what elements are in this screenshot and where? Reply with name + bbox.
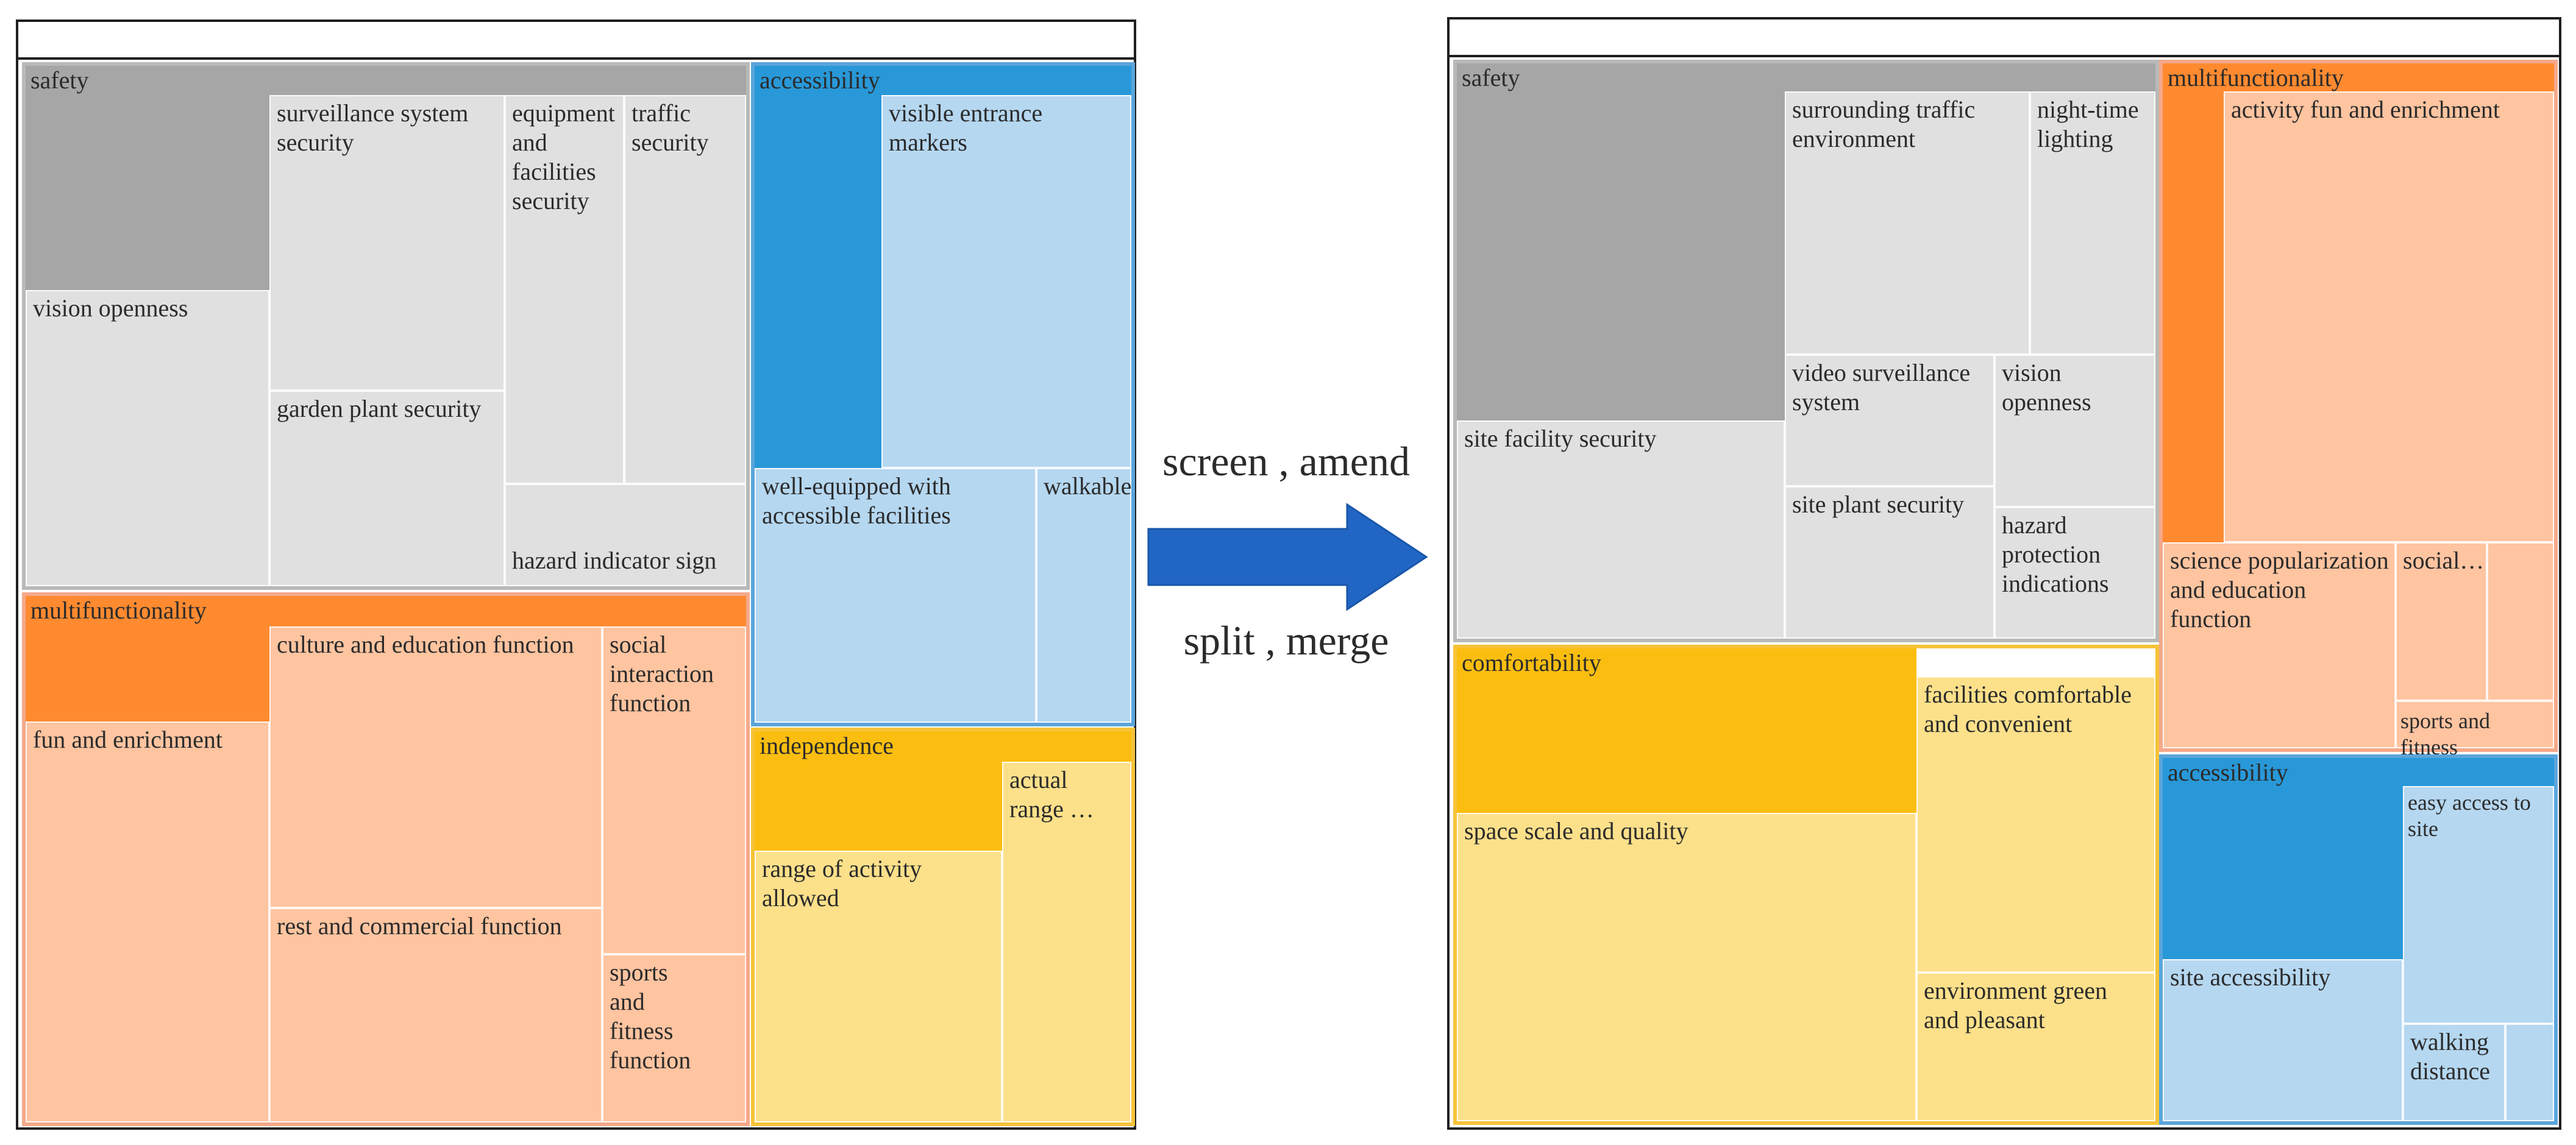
left-multifunctionality-header-block	[26, 596, 269, 721]
right-cell-night-time-lighting: night-time lighting	[2030, 91, 2155, 355]
right-group-safety: safety site facility security surroundin…	[1453, 60, 2159, 642]
left-cell-visible-entrance-markers: visible entrance markers	[881, 95, 1131, 468]
right-panel-title-bar	[1450, 19, 2559, 57]
right-cell-walking-distance: walking distance	[2403, 1024, 2505, 1121]
right-comfortability-header	[1457, 648, 1916, 813]
left-cell-fun-and-enrichment: fun and enrichment	[26, 721, 269, 1122]
transform-bottom-text: split , merge	[1183, 617, 1389, 664]
left-cell-hazard-indicator-sign: hazard indicator sign	[505, 484, 746, 586]
right-group-comfortability: comfortability space scale and quality f…	[1453, 645, 2159, 1125]
transform-top-text: screen , amend	[1162, 438, 1410, 484]
right-safety-header-block	[1457, 63, 1785, 420]
right-cell-surrounding-traffic: surrounding traffic environment	[1785, 91, 2030, 355]
right-cell-hazard-protection: hazard protection indications	[1994, 507, 2155, 639]
left-group-accessibility: accessibility visible entrance markers w…	[751, 62, 1135, 726]
left-cell-culture-and-education: culture and education function	[269, 626, 602, 908]
left-cell-surveillance-system-security: surveillance system security	[269, 95, 505, 391]
left-cell-social-interaction: social interaction function	[602, 626, 746, 954]
left-cell-actual-range: actual range …	[1002, 762, 1131, 1122]
right-accessibility-header-block	[2163, 758, 2403, 959]
right-treemap-panel: safety site facility security surroundin…	[1447, 17, 2561, 1130]
right-cell-video-surveillance: video surveillance system	[1785, 355, 1994, 486]
right-safety-label: safety	[1462, 64, 1520, 91]
right-multifunctionality-header-block	[2163, 63, 2224, 542]
right-cell-activity-fun: activity fun and enrichment	[2224, 91, 2554, 542]
left-cell-sports-and-fitness: sports and fitness function	[602, 954, 746, 1122]
right-cell-science-popularization: science popularization and education fun…	[2163, 542, 2396, 748]
left-cell-range-of-activity: range of activity allowed	[755, 851, 1002, 1122]
left-treemap-panel: safety vision openness surveillance syst…	[16, 19, 1136, 1130]
left-independence-label: independence	[760, 732, 894, 759]
right-cell-sports-and-fitness: sports and fitness	[2396, 701, 2554, 759]
left-cell-traffic-security: traffic security	[624, 95, 746, 484]
right-cell-site-plant-security: site plant security	[1785, 486, 1994, 639]
left-cell-garden-plant-security: garden plant security	[269, 391, 505, 586]
right-arrow-icon	[1147, 503, 1428, 611]
left-group-independence: independence range of activity allowed a…	[751, 728, 1135, 1126]
left-cell-vision-openness: vision openness	[26, 290, 269, 586]
left-group-safety: safety vision openness surveillance syst…	[22, 62, 750, 590]
left-safety-label: safety	[30, 66, 89, 94]
left-accessibility-label: accessibility	[760, 66, 880, 94]
left-cell-walkable: walkable	[1036, 468, 1131, 723]
right-cell-site-facility-security: site facility security	[1457, 420, 1785, 639]
right-cell-space-scale: space scale and quality	[1457, 813, 1916, 1121]
right-cell-social: social…	[2396, 542, 2487, 701]
right-cell-site-accessibility: site accessibility	[2163, 959, 2403, 1121]
left-accessibility-header-block	[755, 66, 881, 468]
left-multifunctionality-label: multifunctionality	[30, 597, 207, 624]
left-independence-header-block	[755, 731, 1002, 851]
right-group-multifunctionality: multifunctionality activity fun and enri…	[2159, 60, 2558, 759]
left-cell-equipment-facilities-security: equipment and facilities security	[505, 95, 624, 484]
right-cell-unlabeled-tiny	[2505, 1024, 2554, 1121]
left-safety-header-block	[26, 66, 269, 290]
right-multifunctionality-header	[2163, 63, 2554, 91]
left-cell-well-equipped: well-equipped with accessible facilities	[755, 468, 1036, 723]
right-comfortability-label: comfortability	[1462, 649, 1601, 676]
right-cell-easy-access: easy access to site	[2403, 786, 2554, 1024]
right-cell-environment-green: environment green and pleasant	[1916, 973, 2155, 1121]
right-multifunctionality-label: multifunctionality	[2168, 64, 2344, 91]
right-accessibility-label: accessibility	[2168, 759, 2288, 786]
right-cell-facilities-comfortable: facilities comfortable and convenient	[1916, 676, 2155, 973]
left-panel-title-bar	[18, 22, 1134, 60]
right-cell-vision-openness: vision openness	[1994, 355, 2155, 507]
right-cell-unlabeled-small	[2487, 542, 2554, 701]
left-group-multifunctionality: multifunctionality fun and enrichment cu…	[22, 592, 750, 1126]
right-group-accessibility: accessibility site accessibility easy ac…	[2159, 754, 2558, 1125]
left-cell-rest-and-commercial: rest and commercial function	[269, 908, 602, 1122]
